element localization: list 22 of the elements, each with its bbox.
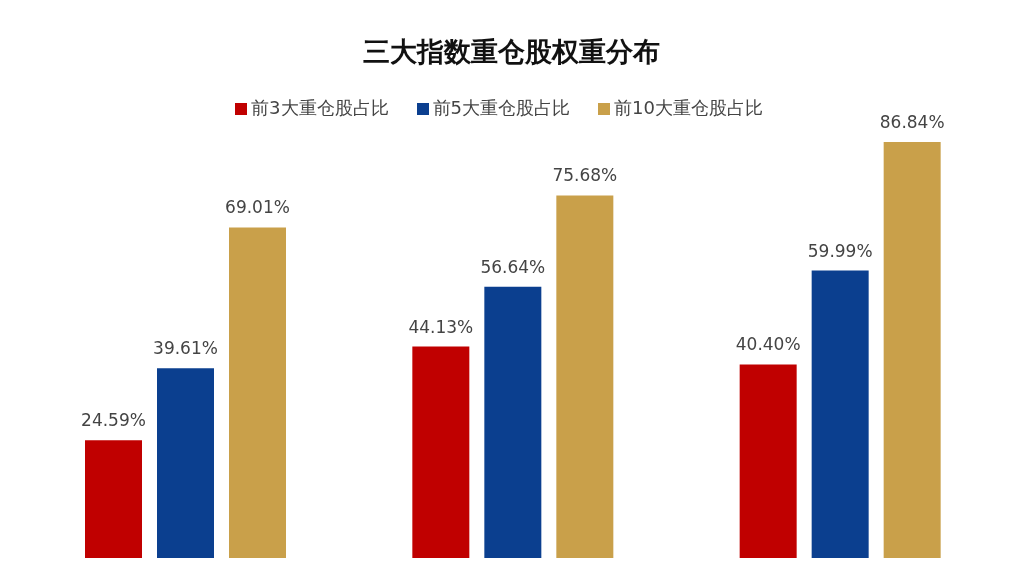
data-label: 40.40% bbox=[735, 334, 801, 355]
bar bbox=[556, 195, 614, 558]
data-label: 59.99% bbox=[807, 240, 873, 261]
data-label: 24.59% bbox=[81, 410, 146, 431]
legend-label: 前10大重仓股占比 bbox=[614, 97, 763, 118]
bar bbox=[85, 440, 142, 558]
chart-title: 三大指数重仓股权重分布 bbox=[361, 35, 661, 69]
data-label: 69.01% bbox=[225, 197, 290, 218]
bar bbox=[484, 286, 542, 558]
legend-label: 前3大重仓股占比 bbox=[251, 97, 389, 118]
data-label: 39.61% bbox=[153, 338, 218, 359]
data-label: 44.13% bbox=[408, 316, 474, 337]
data-label: 75.68% bbox=[552, 165, 618, 186]
bar bbox=[157, 368, 214, 558]
data-label: 86.84% bbox=[879, 112, 945, 132]
bar bbox=[883, 142, 941, 558]
bar bbox=[811, 270, 869, 558]
bar bbox=[229, 227, 286, 558]
data-label: 56.64% bbox=[480, 256, 546, 277]
bar bbox=[739, 364, 797, 558]
bar bbox=[412, 346, 470, 558]
legend-label: 前5大重仓股占比 bbox=[432, 97, 570, 118]
